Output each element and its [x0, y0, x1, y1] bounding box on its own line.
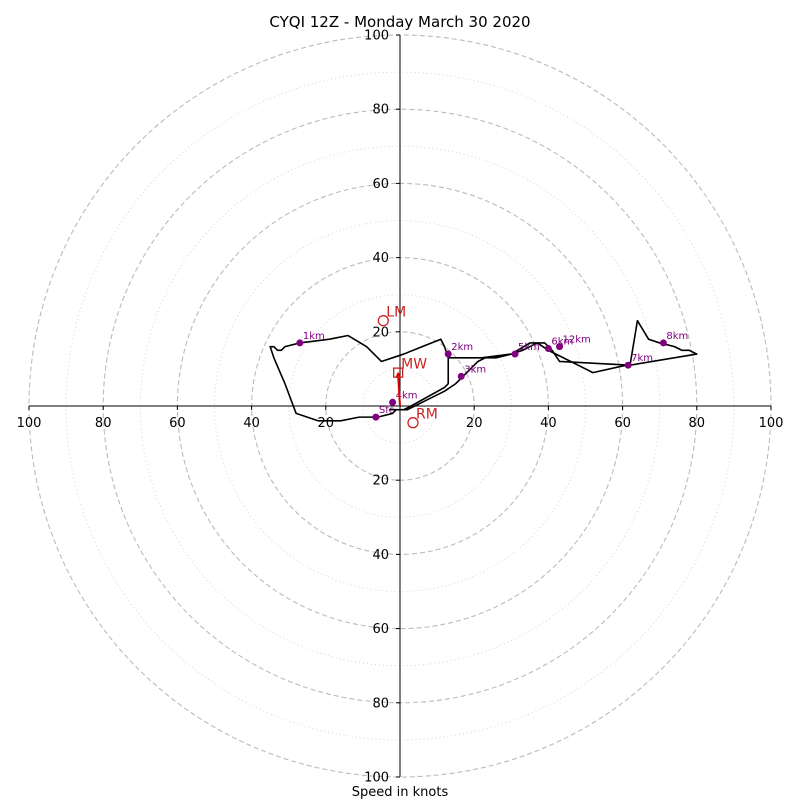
- motion-marker-lm: [377, 315, 389, 327]
- y-tick-label: 100: [364, 771, 389, 786]
- height-label-8km: 8km: [666, 331, 688, 342]
- height-marker-5km: [511, 350, 519, 358]
- x-tick-label: 40: [540, 416, 557, 431]
- x-tick-label: 40: [243, 416, 260, 431]
- height-marker-7km: [624, 361, 632, 369]
- y-tick-label: 40: [372, 251, 389, 266]
- height-marker-8km: [659, 339, 667, 347]
- height-label-5km: 5km: [518, 342, 540, 353]
- axis-ticks: 100 80 60 40 20 20 40 60 80 100 20 40 60 80 100 20 40 60 8…: [17, 29, 784, 786]
- height-label-7km: 7km: [631, 353, 653, 364]
- height-marker-6km: [544, 344, 552, 352]
- mean-wind-arrow: [397, 375, 401, 407]
- height-markers: Sfc 1km 2km 3km 4km 5km 6km 7km 8km 12km: [296, 331, 688, 421]
- y-tick-label: 20: [372, 325, 389, 340]
- mean-wind-arrowhead: [395, 371, 402, 378]
- height-label-1km: 1km: [303, 331, 325, 342]
- motion-label-lm: LM: [386, 305, 406, 321]
- x-tick-label: 80: [95, 416, 112, 431]
- height-label-2km: 2km: [451, 342, 473, 353]
- height-marker-sfc: [372, 413, 380, 421]
- motion-marker-rm: [407, 417, 419, 429]
- height-label-12km: 12km: [563, 335, 591, 346]
- storm-motion-markers: LM RM MW: [377, 305, 438, 429]
- height-label-6km: 6km: [551, 336, 573, 347]
- x-tick-label: 60: [169, 416, 186, 431]
- x-tick-label: 80: [689, 416, 706, 431]
- height-label-sfc: Sfc: [379, 405, 394, 416]
- y-tick-label: 60: [372, 622, 389, 637]
- height-marker-1km: [296, 339, 304, 347]
- y-tick-label: 100: [364, 29, 389, 44]
- height-label-4km: 4km: [396, 390, 418, 401]
- y-tick-label: 20: [372, 474, 389, 489]
- wind-profile-trace: [269, 319, 698, 422]
- chart-title: CYQI 12Z - Monday March 30 2020: [269, 13, 530, 31]
- y-tick-label: 80: [372, 696, 389, 711]
- height-marker-3km: [457, 372, 465, 380]
- height-marker-4km: [389, 398, 397, 406]
- height-label-3km: 3km: [464, 364, 486, 375]
- height-marker-2km: [444, 350, 452, 358]
- y-tick-label: 40: [372, 548, 389, 563]
- x-axis-label: Speed in knots: [352, 785, 449, 800]
- motion-label-mw: MW: [401, 357, 427, 373]
- x-tick-label: 20: [318, 416, 335, 431]
- height-marker-12km: [556, 343, 564, 351]
- motion-label-rm: RM: [416, 407, 438, 423]
- x-tick-label: 20: [466, 416, 483, 431]
- x-tick-label: 60: [614, 416, 631, 431]
- x-tick-label: 100: [759, 416, 784, 431]
- y-tick-label: 60: [372, 177, 389, 192]
- motion-marker-mw: [392, 367, 404, 378]
- x-tick-label: 100: [17, 416, 42, 431]
- y-tick-label: 80: [372, 103, 389, 118]
